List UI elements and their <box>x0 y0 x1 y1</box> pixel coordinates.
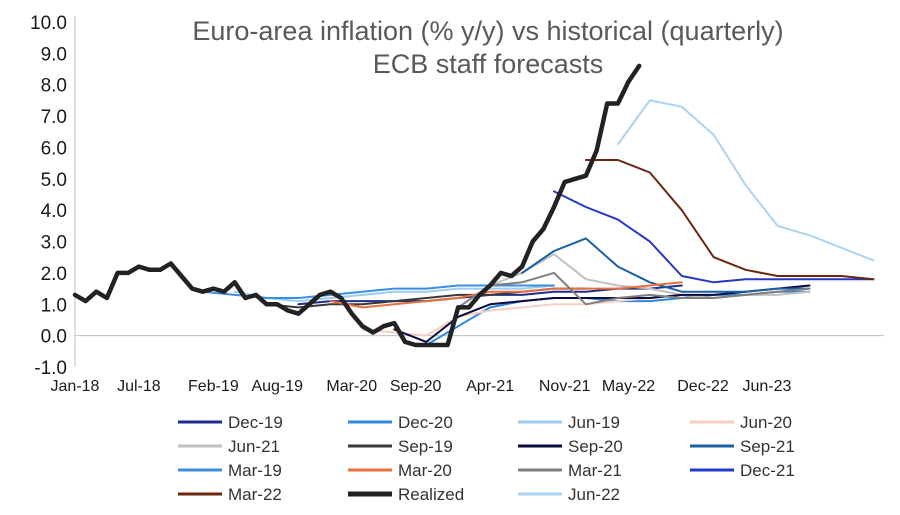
legend-item-jun-22: Jun-22 <box>518 485 620 504</box>
series-line-jun-22 <box>616 99 875 262</box>
x-tick-label: Jan-18 <box>51 378 100 395</box>
legend-item-dec-20: Dec-20 <box>348 413 453 432</box>
y-tick-label: 0.0 <box>41 327 67 348</box>
legend-item-jun-19: Jun-19 <box>518 413 620 432</box>
legend-label: Sep-21 <box>740 437 795 456</box>
series-line-dec-21 <box>553 190 875 284</box>
legend-label: Jun-22 <box>568 485 620 504</box>
series-line-mar-20 <box>329 281 683 309</box>
legend-item-mar-21: Mar-21 <box>518 461 622 480</box>
x-tick-label: Nov-21 <box>539 378 591 395</box>
legend-label: Jun-20 <box>740 413 792 432</box>
y-tick-label: 3.0 <box>41 233 67 254</box>
series-line-jun-21 <box>489 253 811 299</box>
legend-item-jun-20: Jun-20 <box>690 413 792 432</box>
y-tick-label: 7.0 <box>41 107 67 128</box>
y-tick-label: 5.0 <box>41 170 67 191</box>
x-tick-label: Mar-20 <box>326 378 377 395</box>
x-tick-label: Sep-20 <box>390 378 442 395</box>
chart-title-line-2: ECB staff forecasts <box>373 49 604 79</box>
x-tick-label: Apr-21 <box>466 378 514 395</box>
legend-label: Mar-21 <box>568 461 622 480</box>
x-tick-label: Feb-19 <box>188 378 239 395</box>
y-tick-label: 9.0 <box>41 44 67 65</box>
legend-item-jun-21: Jun-21 <box>178 437 280 456</box>
y-tick-label: 6.0 <box>41 138 67 159</box>
legend-item-realized: Realized <box>348 485 464 504</box>
y-tick-label: 2.0 <box>41 264 67 285</box>
series-line-jun-19 <box>233 284 555 303</box>
series-line-sep-21 <box>521 237 811 293</box>
legend: Dec-19 Dec-20 Jun-19 Jun-20 Jun-21 Sep-19 Sep-… <box>178 413 795 504</box>
legend-label: Dec-19 <box>228 413 283 432</box>
chart-title-line-1: Euro-area inflation (% y/y) vs historica… <box>192 16 783 46</box>
series-line-realized <box>72 63 642 348</box>
series-line-mar-21 <box>457 271 811 309</box>
axes: -1.0 0.0 1.0 2.0 3.0 4.0 5.0 6.0 7.0 8.0 9.0 10.0 Ja… <box>30 13 884 395</box>
y-tick-label: -1.0 <box>34 358 67 379</box>
legend-item-dec-21: Dec-21 <box>690 461 795 480</box>
x-tick-label: Jun-23 <box>742 378 791 395</box>
legend-item-sep-20: Sep-20 <box>518 437 623 456</box>
legend-label: Mar-22 <box>228 485 282 504</box>
legend-item-dec-19: Dec-19 <box>178 413 283 432</box>
legend-label: Sep-20 <box>568 437 623 456</box>
y-tick-label: 4.0 <box>41 201 67 222</box>
legend-item-mar-19: Mar-19 <box>178 461 282 480</box>
legend-label: Sep-19 <box>398 437 453 456</box>
series-line-mar-22 <box>584 159 875 281</box>
x-tick-label: Dec-22 <box>677 378 729 395</box>
legend-label: Jun-19 <box>568 413 620 432</box>
x-tick-label: May-22 <box>602 378 655 395</box>
legend-label: Dec-21 <box>740 461 795 480</box>
legend-label: Mar-19 <box>228 461 282 480</box>
series-lines <box>72 63 875 348</box>
legend-label: Jun-21 <box>228 437 280 456</box>
legend-label: Dec-20 <box>398 413 453 432</box>
legend-label: Mar-20 <box>398 461 452 480</box>
legend-item-sep-21: Sep-21 <box>690 437 795 456</box>
legend-label: Realized <box>398 485 464 504</box>
legend-item-mar-22: Mar-22 <box>178 485 282 504</box>
chart-title: Euro-area inflation (% y/y) vs historica… <box>192 16 783 79</box>
legend-item-mar-20: Mar-20 <box>348 461 452 480</box>
series-line-jun-20 <box>361 293 683 337</box>
y-tick-label: 8.0 <box>41 76 67 97</box>
x-tick-label: Jul-18 <box>117 378 161 395</box>
y-tick-label: 1.0 <box>41 295 67 316</box>
y-tick-label: 10.0 <box>30 13 67 34</box>
legend-item-sep-19: Sep-19 <box>348 437 453 456</box>
x-tick-label: Aug-19 <box>251 378 303 395</box>
